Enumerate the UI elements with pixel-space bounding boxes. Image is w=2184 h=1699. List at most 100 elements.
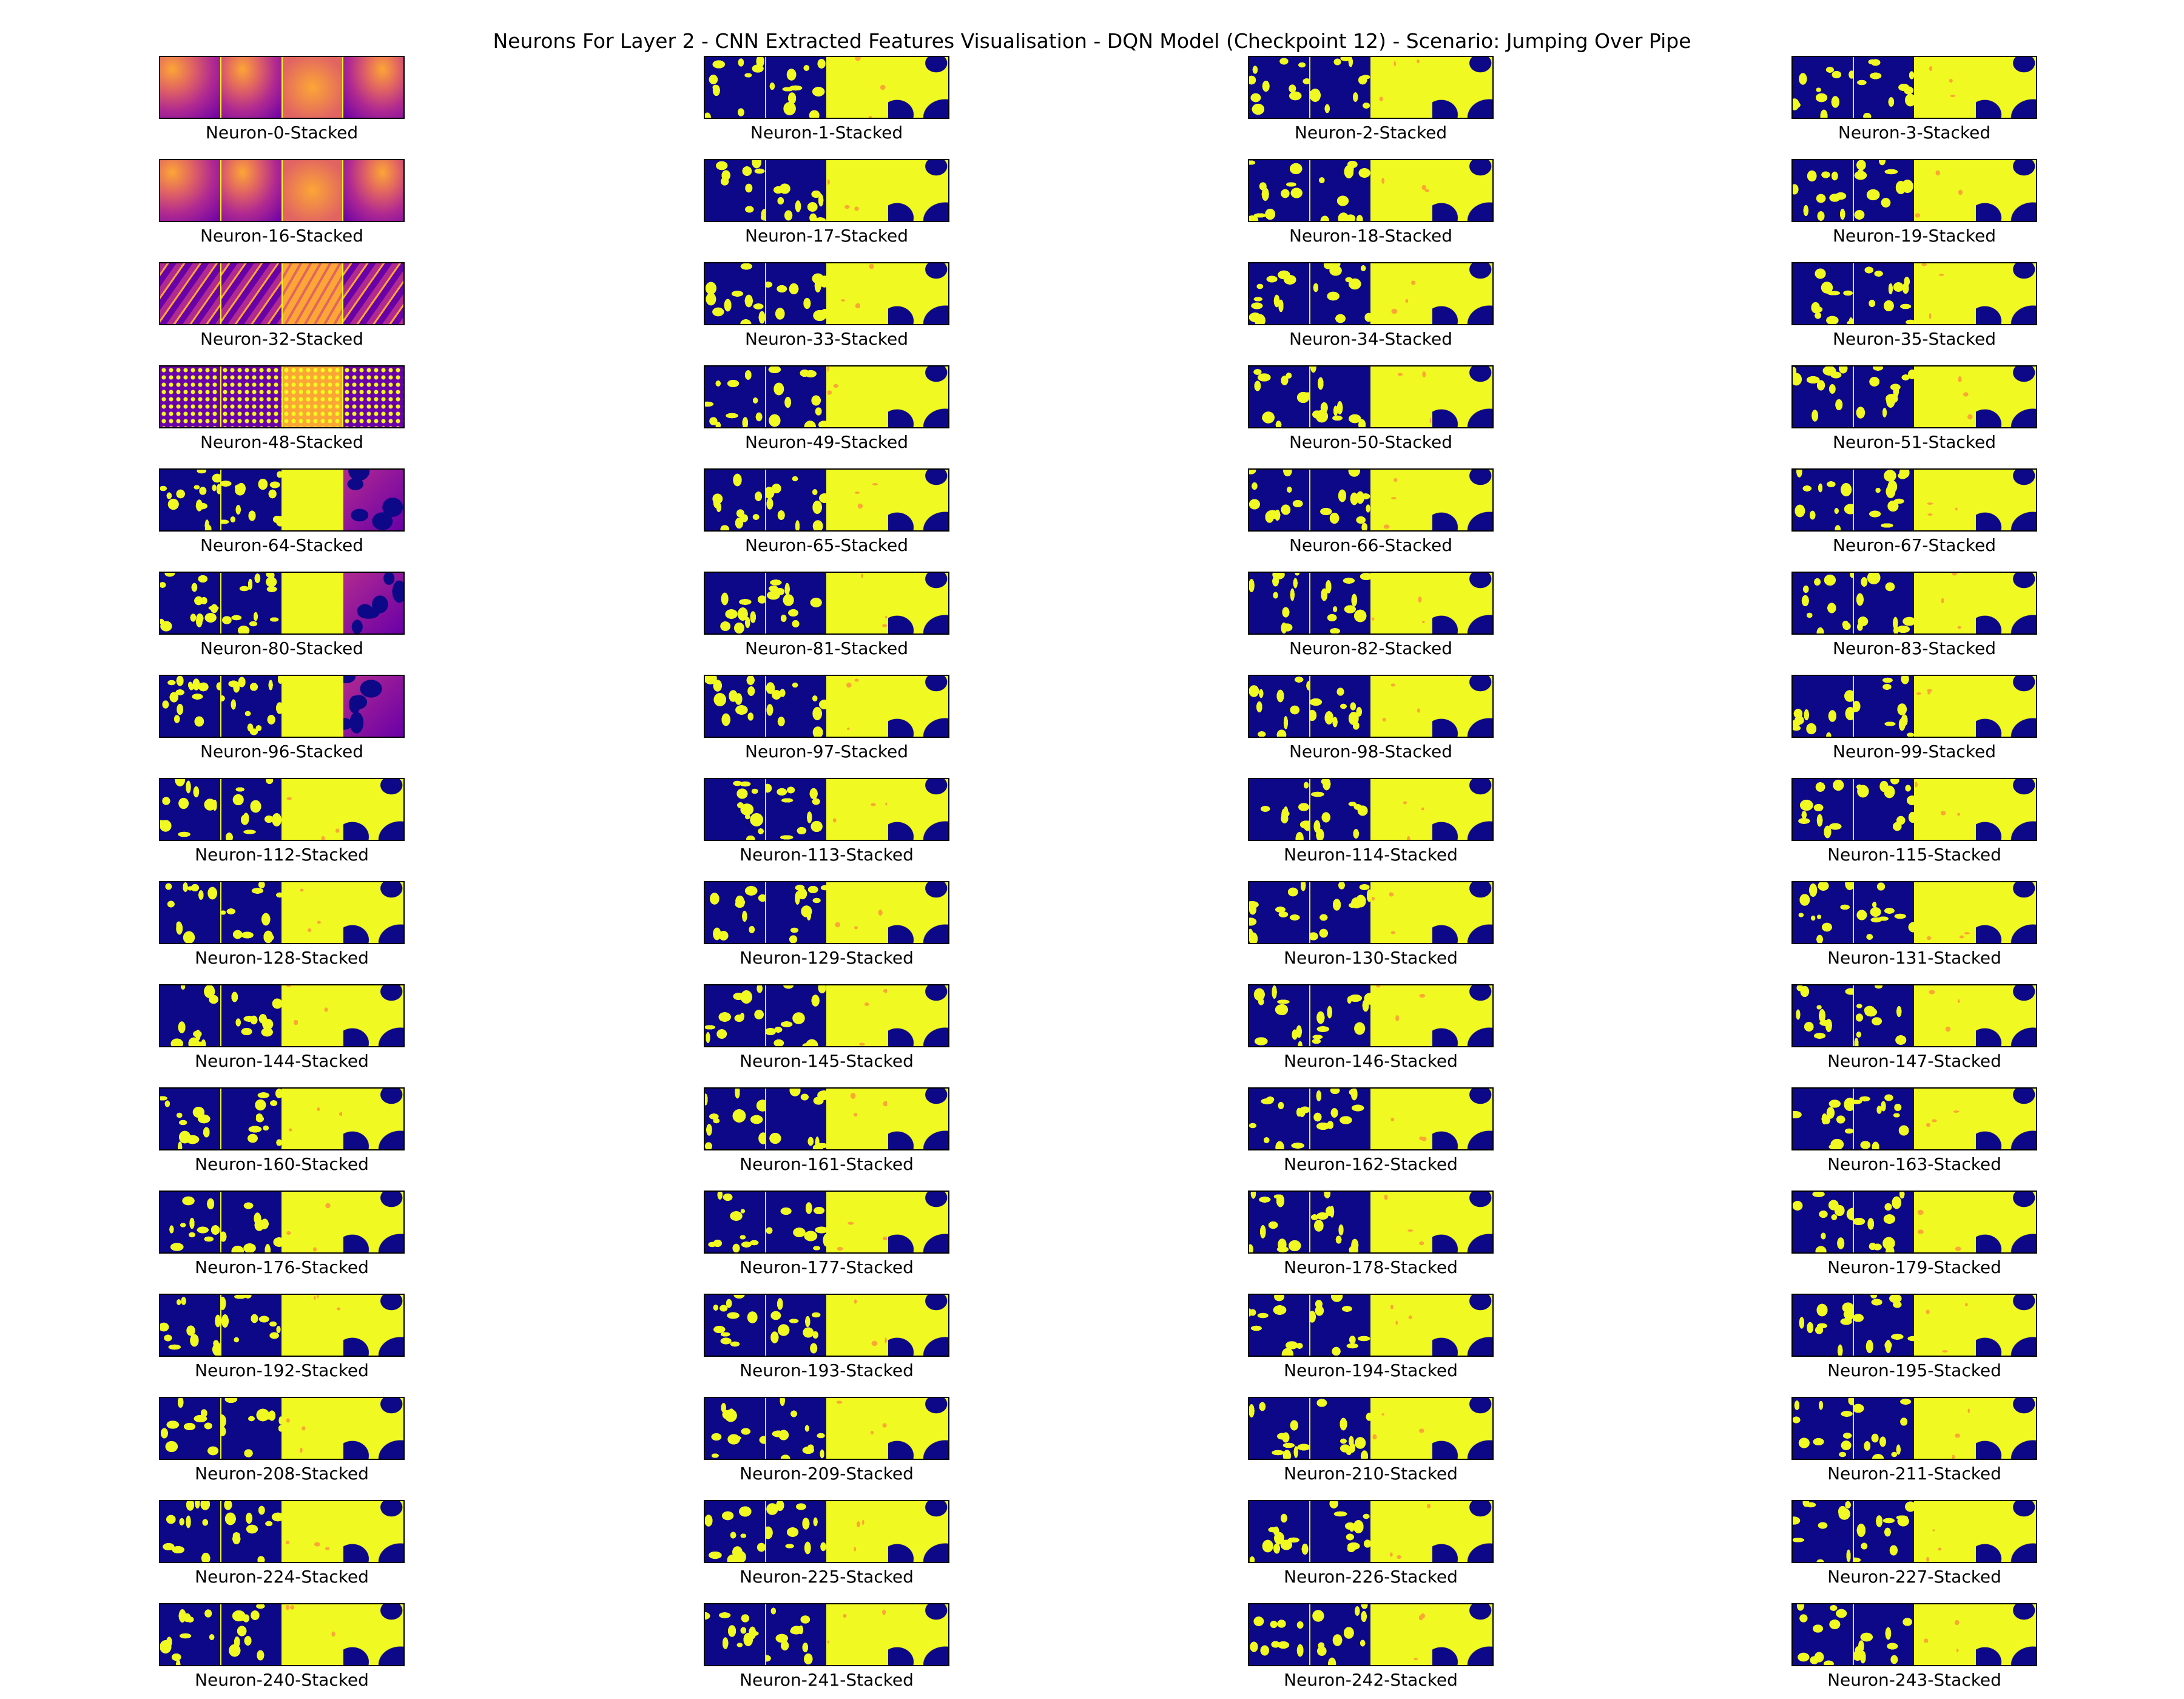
activation-frame	[887, 263, 948, 324]
activation-map	[1791, 1500, 2037, 1563]
neuron-label: Neuron-211-Stacked	[1827, 1464, 2001, 1484]
activation-map	[1791, 1603, 2037, 1666]
activation-frame	[1852, 985, 1914, 1046]
neuron-panel: Neuron-114-Stacked	[1248, 778, 1494, 865]
activation-map	[704, 1294, 949, 1357]
activation-frame	[1913, 1192, 1975, 1252]
activation-map	[1248, 365, 1494, 428]
activation-frame	[1975, 57, 2036, 118]
neuron-label: Neuron-1-Stacked	[750, 123, 903, 143]
neuron-panel: Neuron-241-Stacked	[704, 1603, 949, 1691]
activation-frame	[1431, 57, 1492, 118]
activation-frame	[342, 1604, 403, 1665]
neuron-label: Neuron-128-Stacked	[195, 948, 369, 968]
activation-frame	[220, 573, 281, 633]
activation-map	[704, 984, 949, 1047]
neuron-panel: Neuron-2-Stacked	[1248, 56, 1494, 143]
activation-frame	[1309, 1089, 1370, 1149]
activation-frame	[1852, 676, 1914, 737]
neuron-panel: Neuron-210-Stacked	[1248, 1397, 1494, 1484]
neuron-label: Neuron-83-Stacked	[1832, 638, 1997, 658]
activation-frame	[1370, 676, 1432, 737]
neuron-label: Neuron-147-Stacked	[1827, 1051, 2001, 1071]
activation-frame	[705, 676, 765, 737]
activation-frame	[764, 470, 826, 530]
activation-frame	[887, 1295, 948, 1356]
activation-frame	[1852, 1604, 1914, 1665]
neuron-panel: Neuron-160-Stacked	[159, 1087, 405, 1175]
activation-frame	[887, 573, 948, 633]
neuron-panel: Neuron-243-Stacked	[1791, 1603, 2037, 1691]
activation-frame	[1793, 676, 1853, 737]
activation-frame	[826, 1192, 888, 1252]
activation-frame	[1852, 1501, 1914, 1562]
neuron-label: Neuron-67-Stacked	[1832, 535, 1997, 555]
activation-frame	[220, 1192, 281, 1252]
activation-frame	[1913, 1089, 1975, 1149]
activation-frame	[342, 779, 403, 840]
activation-frame	[342, 1192, 403, 1252]
neuron-panel: Neuron-81-Stacked	[704, 572, 949, 659]
activation-frame	[220, 1089, 281, 1149]
activation-frame	[1975, 573, 2036, 633]
activation-frame	[1370, 366, 1432, 427]
activation-frame	[764, 160, 826, 221]
neuron-label: Neuron-66-Stacked	[1289, 535, 1453, 555]
neuron-panel: Neuron-67-Stacked	[1791, 468, 2037, 556]
activation-frame	[1309, 263, 1370, 324]
activation-frame	[1852, 1192, 1914, 1252]
activation-frame	[1852, 263, 1914, 324]
activation-frame	[342, 882, 403, 943]
activation-map	[159, 56, 405, 119]
activation-frame	[1309, 1192, 1370, 1252]
neuron-panel: Neuron-146-Stacked	[1248, 984, 1494, 1072]
neuron-label: Neuron-209-Stacked	[740, 1464, 914, 1484]
activation-frame	[1913, 160, 1975, 221]
activation-frame	[281, 1604, 343, 1665]
activation-frame	[160, 160, 220, 221]
activation-frame	[1975, 366, 2036, 427]
activation-frame	[1793, 263, 1853, 324]
activation-frame	[705, 1398, 765, 1459]
activation-frame	[1793, 160, 1853, 221]
activation-map	[1791, 262, 2037, 325]
neuron-label: Neuron-192-Stacked	[195, 1360, 369, 1380]
activation-map	[1248, 1087, 1494, 1150]
neuron-panel: Neuron-227-Stacked	[1791, 1500, 2037, 1587]
activation-frame	[342, 573, 403, 633]
activation-frame	[220, 57, 281, 118]
activation-frame	[342, 1089, 403, 1149]
activation-map	[159, 1397, 405, 1460]
activation-frame	[826, 1398, 888, 1459]
activation-map	[1248, 262, 1494, 325]
neuron-label: Neuron-178-Stacked	[1284, 1257, 1458, 1277]
activation-map	[1791, 984, 2037, 1047]
activation-map	[1791, 572, 2037, 635]
activation-frame	[1309, 779, 1370, 840]
activation-frame	[1370, 882, 1432, 943]
activation-frame	[826, 573, 888, 633]
activation-frame	[281, 366, 343, 427]
activation-frame	[1431, 366, 1492, 427]
activation-map	[704, 1087, 949, 1150]
neuron-label: Neuron-114-Stacked	[1284, 845, 1458, 865]
activation-frame	[1370, 1089, 1432, 1149]
activation-map	[704, 675, 949, 738]
neuron-label: Neuron-17-Stacked	[744, 226, 909, 246]
neuron-panel: Neuron-144-Stacked	[159, 984, 405, 1072]
activation-frame	[1249, 160, 1309, 221]
activation-frame	[1975, 263, 2036, 324]
neuron-panel: Neuron-19-Stacked	[1791, 159, 2037, 246]
activation-frame	[220, 1295, 281, 1356]
activation-map	[1248, 778, 1494, 841]
activation-frame	[220, 779, 281, 840]
neuron-panel: Neuron-192-Stacked	[159, 1294, 405, 1381]
neuron-label: Neuron-32-Stacked	[200, 329, 364, 349]
activation-frame	[160, 1398, 220, 1459]
neuron-label: Neuron-242-Stacked	[1284, 1670, 1458, 1690]
activation-frame	[1249, 573, 1309, 633]
activation-map	[1248, 984, 1494, 1047]
activation-frame	[220, 676, 281, 737]
activation-frame	[1249, 779, 1309, 840]
activation-frame	[1249, 882, 1309, 943]
